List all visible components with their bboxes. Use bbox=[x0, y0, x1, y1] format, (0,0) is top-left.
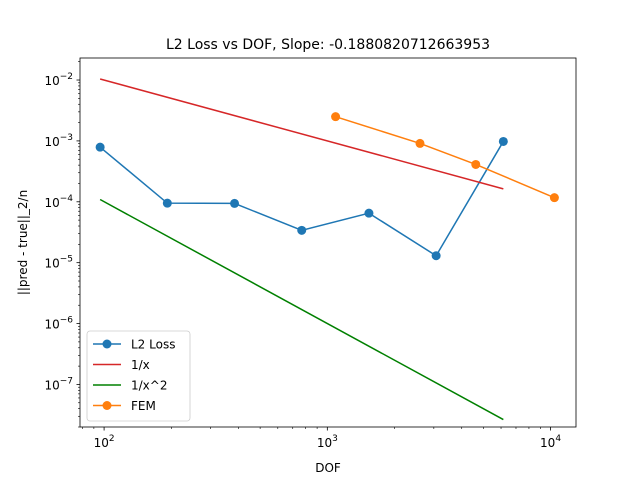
y-tick-label: 10−6 bbox=[44, 316, 73, 332]
chart-title: L2 Loss vs DOF, Slope: -0.18808207126639… bbox=[166, 37, 490, 53]
data-point-l2-loss bbox=[95, 142, 105, 152]
data-point-fem bbox=[549, 193, 559, 203]
series-line-fem bbox=[335, 115, 555, 199]
x-tick-base: 10 bbox=[317, 436, 332, 450]
x-tick-base: 10 bbox=[94, 436, 109, 450]
x-tick-label: 103 bbox=[317, 434, 338, 450]
series-line-1-x-2 bbox=[99, 198, 504, 421]
y-axis-label: ||pred - true||_2/n bbox=[16, 190, 30, 295]
data-point-l2-loss bbox=[498, 136, 508, 146]
y-tick-exponent: −4 bbox=[60, 194, 74, 204]
legend-label-1-x-2: 1/x^2 bbox=[131, 379, 167, 393]
y-tick-exponent: −7 bbox=[60, 376, 73, 386]
y-tick-exponent: −3 bbox=[60, 133, 73, 143]
y-tick-exponent: −6 bbox=[60, 316, 74, 326]
plot-frame bbox=[79, 57, 577, 428]
y-tick-base: 10 bbox=[44, 318, 59, 332]
x-tick-exponent: 2 bbox=[109, 434, 115, 444]
x-axis-label: DOF bbox=[315, 461, 341, 475]
y-tick-base: 10 bbox=[44, 74, 59, 88]
y-tick-base: 10 bbox=[44, 378, 59, 392]
legend-label-fem: FEM bbox=[131, 399, 156, 413]
y-tick-base: 10 bbox=[44, 135, 59, 149]
y-tick-label: 10−3 bbox=[44, 133, 73, 149]
y-tick-base: 10 bbox=[44, 257, 59, 271]
legend-marker-l2-loss bbox=[102, 339, 112, 349]
y-tick-label: 10−4 bbox=[44, 194, 73, 210]
x-tick-label: 102 bbox=[94, 434, 115, 450]
x-tick-base: 10 bbox=[540, 436, 555, 450]
data-point-l2-loss bbox=[364, 208, 374, 218]
x-tick-label: 104 bbox=[540, 434, 561, 450]
data-point-fem bbox=[471, 159, 481, 169]
legend-label-l2-loss: L2 Loss bbox=[131, 338, 175, 352]
data-point-fem bbox=[415, 138, 425, 148]
data-point-l2-loss bbox=[230, 198, 240, 208]
y-axis-ticks: 10−710−610−510−410−310−2 bbox=[44, 61, 80, 428]
y-tick-label: 10−5 bbox=[44, 255, 73, 271]
y-tick-exponent: −5 bbox=[60, 255, 73, 265]
y-tick-base: 10 bbox=[44, 196, 59, 210]
legend-marker-fem bbox=[102, 401, 112, 410]
x-tick-exponent: 4 bbox=[555, 434, 561, 444]
data-point-fem bbox=[331, 112, 341, 122]
x-tick-exponent: 3 bbox=[332, 434, 338, 444]
y-tick-exponent: −2 bbox=[60, 72, 73, 82]
x-axis-ticks: 102 103 104 bbox=[82, 427, 561, 450]
legend-box bbox=[86, 330, 191, 422]
data-point-l2-loss bbox=[162, 198, 172, 208]
series-line-1-x bbox=[99, 78, 504, 190]
series-layer bbox=[95, 78, 559, 421]
data-point-l2-loss bbox=[297, 225, 307, 235]
legend-label-1-x: 1/x bbox=[131, 358, 150, 372]
legend: L2 Loss 1/x 1/x^2 FEM bbox=[86, 330, 191, 422]
y-tick-label: 10−2 bbox=[44, 72, 73, 88]
data-point-l2-loss bbox=[431, 251, 441, 261]
y-tick-label: 10−7 bbox=[44, 376, 73, 392]
